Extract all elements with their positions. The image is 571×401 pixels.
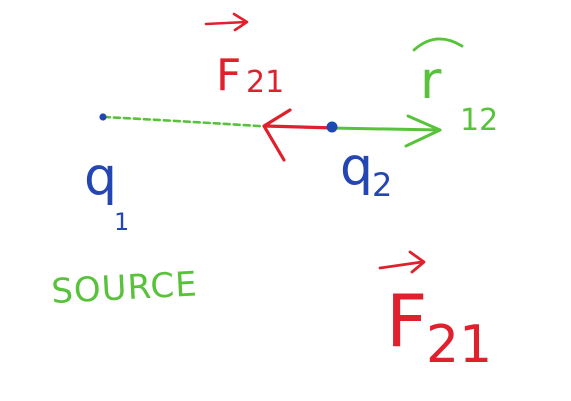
separation-line — [102, 115, 332, 130]
q1-dot — [99, 113, 107, 121]
force-label-top-subscript: 21 — [246, 65, 284, 100]
force-label-bottom-arrow — [378, 250, 426, 274]
unit-vector-arrow — [328, 126, 442, 132]
q2-dot — [326, 121, 338, 133]
unit-vector-hat — [412, 37, 464, 52]
force-label-top-arrow — [204, 12, 249, 32]
source-label: SOURCE — [50, 264, 198, 312]
unit-vector-letter: r — [420, 51, 442, 111]
force-label-bottom-subscript: 21 — [426, 315, 492, 375]
force-arrowhead — [262, 108, 292, 162]
force-label-top-letter: F — [216, 50, 241, 101]
unit-vector-label: r 12 — [412, 37, 498, 138]
q2-subscript: 2 — [372, 166, 392, 204]
force-label-bottom-letter: F — [386, 279, 427, 363]
q1-letter: q — [84, 147, 117, 207]
q1-label: q 1 — [84, 147, 129, 236]
q2-label: q 2 — [340, 137, 392, 204]
force-arrow — [264, 124, 337, 130]
unit-vector-subscript: 12 — [460, 103, 498, 138]
force-label-top: F 21 — [204, 12, 284, 101]
unit-vector-arrowhead — [404, 114, 442, 148]
q2-letter: q — [340, 137, 373, 197]
q1-subscript: 1 — [114, 208, 129, 236]
force-label-bottom: F 21 — [378, 250, 492, 375]
